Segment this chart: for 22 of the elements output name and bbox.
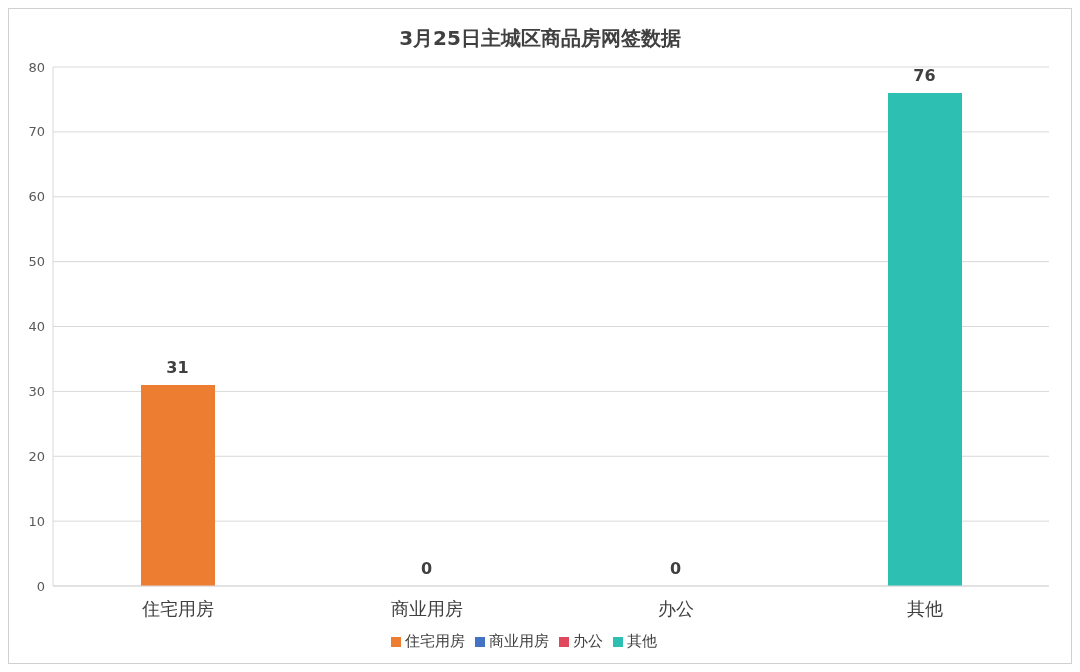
x-tick-label: 其他 (906, 597, 943, 619)
y-tick-label: 10 (28, 513, 45, 529)
y-tick-label: 30 (28, 383, 45, 399)
x-tick-label: 住宅用房 (140, 597, 214, 619)
data-label: 31 (166, 357, 189, 377)
x-tick-label: 办公 (657, 597, 694, 619)
legend-label: 商业用房 (489, 632, 549, 650)
y-tick-label: 40 (28, 319, 45, 335)
y-tick-label: 60 (28, 189, 45, 205)
y-tick-label: 80 (28, 59, 45, 75)
data-label: 0 (669, 559, 682, 578)
legend-label: 住宅用房 (405, 632, 465, 650)
data-label: 0 (420, 559, 433, 578)
legend-label: 办公 (573, 632, 603, 650)
y-tick-label: 70 (28, 124, 45, 140)
data-label: 76 (913, 65, 936, 85)
y-tick-label: 50 (28, 254, 45, 270)
legend-label: 其他 (627, 632, 657, 650)
x-tick-label: 商业用房 (390, 597, 463, 619)
chart-title: 3月25日主城区商品房网签数据 (398, 25, 682, 52)
y-tick-label: 20 (28, 448, 45, 464)
y-tick-label: 0 (36, 578, 45, 594)
